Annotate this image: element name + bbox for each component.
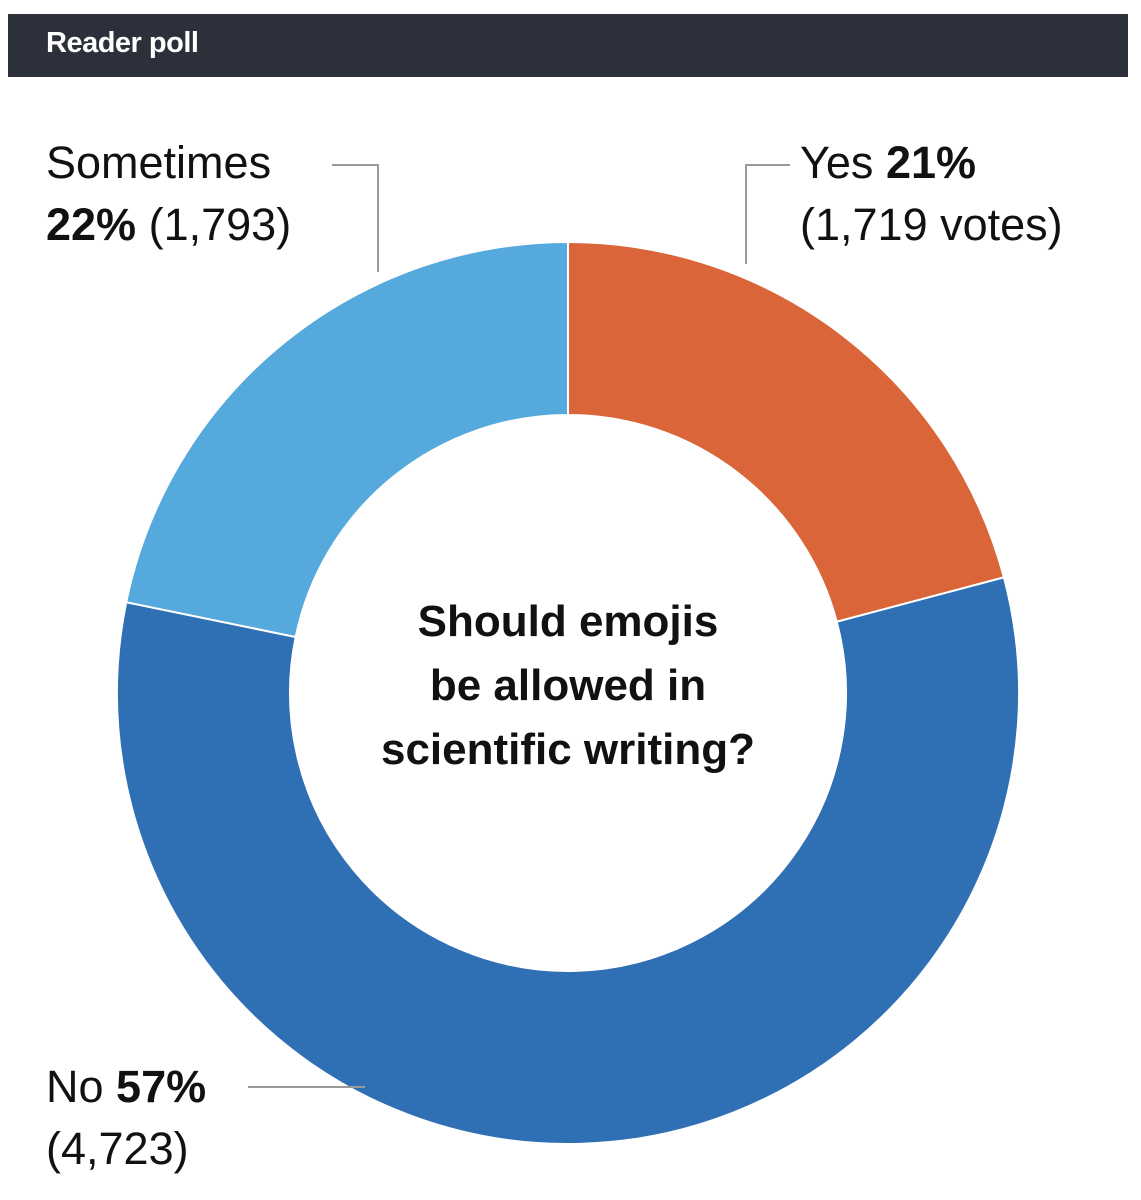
label-no-name: No <box>46 1061 104 1112</box>
header-title: Reader poll <box>46 27 199 59</box>
label-sometimes: Sometimes 22% (1,793) <box>46 132 291 256</box>
center-question-line-1: Should emojis <box>417 597 719 646</box>
header-bar: Reader poll <box>8 14 1128 77</box>
label-yes-percent: 21% <box>885 137 977 188</box>
leader-line-sometimes <box>332 164 379 272</box>
leader-line-yes <box>745 164 790 264</box>
label-sometimes-percent: 22% <box>46 199 137 250</box>
center-question: Should emojis be allowed in scientific w… <box>318 590 818 782</box>
label-no-percent: 57% <box>116 1061 207 1112</box>
label-no: No 57% (4,723) <box>46 1056 206 1180</box>
label-yes-votes: (1,719 votes) <box>800 199 1063 250</box>
label-sometimes-name: Sometimes <box>46 137 272 188</box>
label-no-votes: (4,723) <box>46 1123 189 1174</box>
label-yes: Yes 21% (1,719 votes) <box>800 132 1063 256</box>
slice-sometimes <box>125 240 569 639</box>
center-question-line-2: be allowed in <box>429 661 707 710</box>
slice-no <box>116 576 1020 1145</box>
label-yes-name: Yes <box>800 137 874 188</box>
label-sometimes-votes: (1,793) <box>148 199 292 250</box>
leader-lines <box>248 164 790 1088</box>
center-question-line-3: scientific writing? <box>380 725 756 774</box>
slice-yes <box>567 240 1006 623</box>
donut-slices <box>116 240 1020 1145</box>
